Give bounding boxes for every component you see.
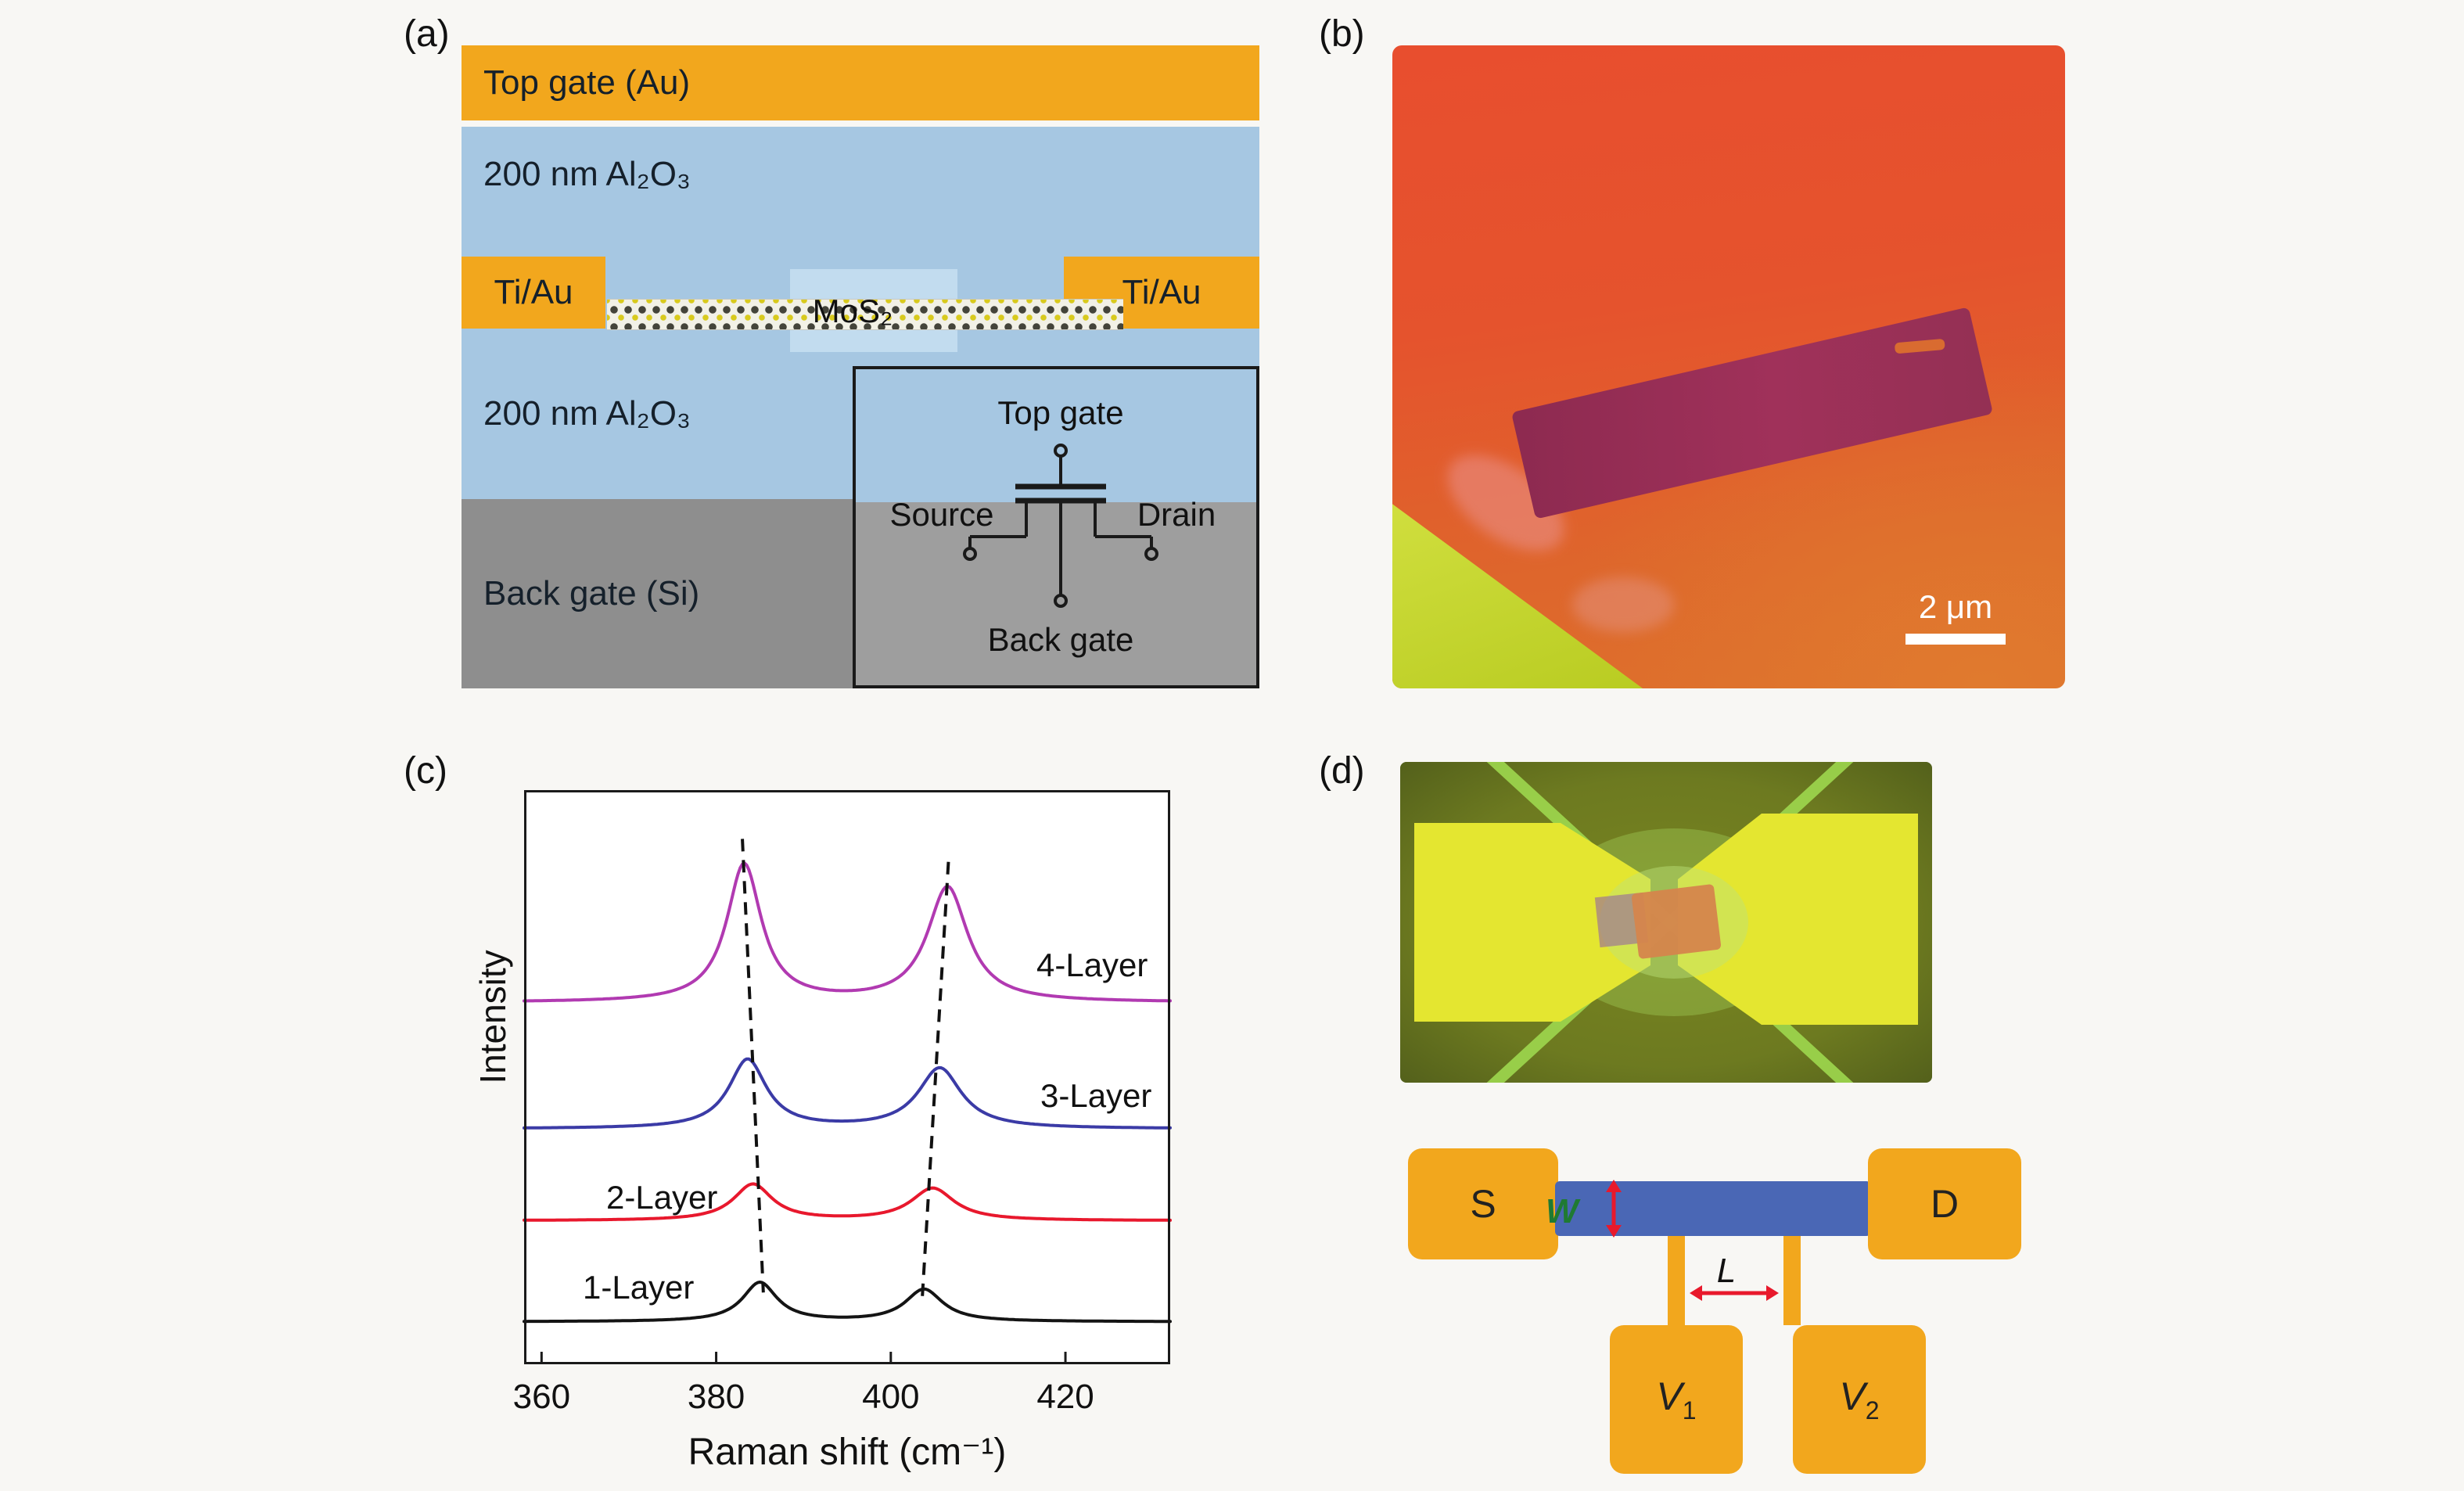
layer-al2o3-bottom-label: 200 nm Al₂O₃ xyxy=(483,394,691,433)
raman-curve-1-layer xyxy=(523,1281,1172,1324)
top-gate-terminal xyxy=(1054,444,1068,458)
inset-top-gate-label: Top gate xyxy=(997,394,1123,431)
source-terminal xyxy=(963,547,977,561)
mos2-label: MoS₂ xyxy=(812,293,893,329)
v1-pad-label: V1 xyxy=(1656,1374,1697,1425)
transistor-circuit-diagram: Top gate Source Drain Back gate xyxy=(889,394,1216,658)
panel-d-label: (d) xyxy=(1319,750,1365,792)
x-tick-label: 420 xyxy=(1036,1378,1094,1416)
raman-curve-4-layer xyxy=(523,861,1172,1003)
scale-bar xyxy=(1905,634,2006,645)
left-electrode-pad xyxy=(1414,823,1650,1022)
y-axis-label: Intensity xyxy=(472,950,513,1084)
circuit-inset: Top gate Source Drain Back gate xyxy=(853,366,1259,688)
flake-notch xyxy=(1894,338,1945,354)
layer-top-gate: Top gate (Au) xyxy=(462,45,1259,120)
probe-v1 xyxy=(1668,1236,1685,1325)
panel-b-label: (b) xyxy=(1319,13,1365,55)
width-label: W xyxy=(1546,1192,1579,1231)
contact-ti-au-left: Ti/Au xyxy=(462,257,605,329)
right-electrode-pad xyxy=(1678,814,1918,1025)
device-schematic: S D W L V1 V2 xyxy=(1400,1134,2042,1491)
layer-al2o3-top-label: 200 nm Al₂O₃ xyxy=(483,155,691,193)
panel-c-label: (c) xyxy=(404,750,447,792)
optical-micrograph: 2 μm xyxy=(1392,45,2065,688)
flake-channel-region xyxy=(1631,884,1722,959)
series-label-1-layer: 1-Layer xyxy=(583,1269,694,1306)
source-pad-label: S xyxy=(1470,1182,1496,1226)
raman-curve-3-layer xyxy=(523,1057,1172,1130)
drain-terminal xyxy=(1144,547,1158,561)
v2-pad: V2 xyxy=(1793,1325,1926,1474)
x-tick-label: 400 xyxy=(862,1378,919,1416)
x-tick-label: 360 xyxy=(513,1378,570,1416)
contact-ti-au-right-label: Ti/Au xyxy=(1122,273,1201,311)
v2-pad-label: V2 xyxy=(1839,1374,1880,1425)
device-optical-art xyxy=(1400,762,1932,1083)
series-label-2-layer: 2-Layer xyxy=(606,1179,717,1216)
back-gate-terminal xyxy=(1054,594,1068,608)
drain-pad-label: D xyxy=(1930,1182,1959,1226)
peak-guide-1 xyxy=(741,839,765,1293)
contact-ti-au-left-label: Ti/Au xyxy=(494,273,573,311)
device-optical-image xyxy=(1400,762,1932,1083)
layer-top-gate-label: Top gate (Au) xyxy=(483,63,691,102)
source-pad: S xyxy=(1408,1148,1558,1259)
peak-guide-2 xyxy=(920,861,950,1299)
raman-curve-2-layer xyxy=(523,1182,1172,1222)
inset-back-gate-label: Back gate xyxy=(988,621,1134,658)
thin-flake-residue-2 xyxy=(1572,577,1674,632)
plot-background xyxy=(524,790,1170,1364)
series-label-4-layer: 4-Layer xyxy=(1036,947,1148,983)
device-cross-section: Top gate (Au) 200 nm Al₂O₃ Ti/Au Ti/Au M… xyxy=(462,45,1259,688)
v1-pad: V1 xyxy=(1610,1325,1743,1474)
probe-v2 xyxy=(1783,1236,1801,1325)
inset-source-label: Source xyxy=(889,496,993,533)
series-label-3-layer: 3-Layer xyxy=(1040,1077,1151,1114)
inset-drain-label: Drain xyxy=(1137,496,1216,533)
x-axis-label: Raman shift (cm⁻¹) xyxy=(688,1432,1007,1473)
drain-pad: D xyxy=(1868,1148,2021,1259)
width-arrow xyxy=(1606,1180,1622,1238)
channel-bar xyxy=(1555,1181,1871,1236)
length-label: L xyxy=(1716,1252,1737,1290)
panel-a-label: (a) xyxy=(404,13,450,55)
mos2-atomic-layer xyxy=(607,299,1123,330)
raman-spectra-chart: 360 380 400 420 1-Layer 2-Layer 3-Layer 4-Layer xyxy=(513,790,1172,1416)
layer-back-gate-label: Back gate (Si) xyxy=(483,574,700,613)
length-arrow xyxy=(1690,1285,1779,1301)
x-tick-label: 380 xyxy=(688,1378,745,1416)
scale-bar-label: 2 μm xyxy=(1918,588,1993,625)
plot-frame xyxy=(524,790,1170,1364)
mos2-flake xyxy=(1510,307,1994,519)
